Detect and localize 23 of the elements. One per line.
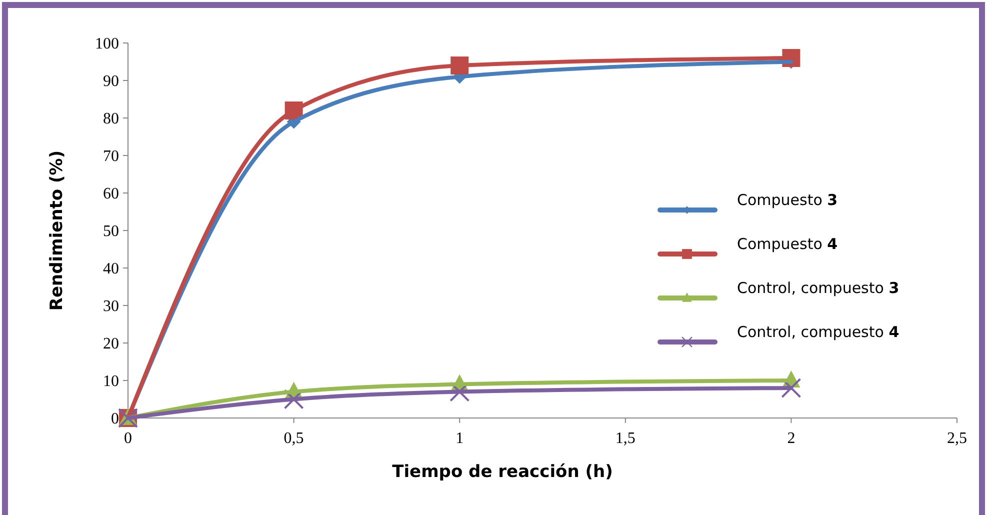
x-tick-label: 0,5 (284, 430, 304, 447)
y-tick-label: 80 (103, 110, 119, 128)
y-tick-label: 10 (103, 373, 119, 390)
y-tick-label: 0 (111, 410, 119, 428)
y-tick-label: 50 (103, 223, 119, 240)
x-tick-label: 2 (787, 430, 796, 447)
y-tick-label: 100 (95, 36, 119, 53)
legend-label: Control, compuesto 4 (737, 323, 900, 341)
legend-label: Compuesto 4 (737, 235, 838, 253)
y-axis-title: Rendimiento (%) (47, 150, 67, 311)
y-tick-label: 70 (103, 148, 119, 166)
y-tick-label: 60 (103, 186, 119, 203)
x-tick-label: 2,5 (947, 430, 967, 447)
x-axis-title: Tiempo de reacción (h) (392, 462, 613, 482)
legend-label: Compuesto 3 (737, 191, 838, 209)
legend-label: Control, compuesto 3 (737, 279, 900, 297)
x-tick-label: 1,5 (615, 430, 636, 447)
y-tick-label: 90 (103, 73, 119, 90)
y-tick-label: 20 (103, 336, 119, 353)
y-tick-label: 40 (103, 260, 119, 278)
x-tick-label: 0 (124, 430, 132, 447)
x-tick-label: 1 (456, 430, 464, 447)
y-tick-label: 30 (103, 298, 119, 316)
